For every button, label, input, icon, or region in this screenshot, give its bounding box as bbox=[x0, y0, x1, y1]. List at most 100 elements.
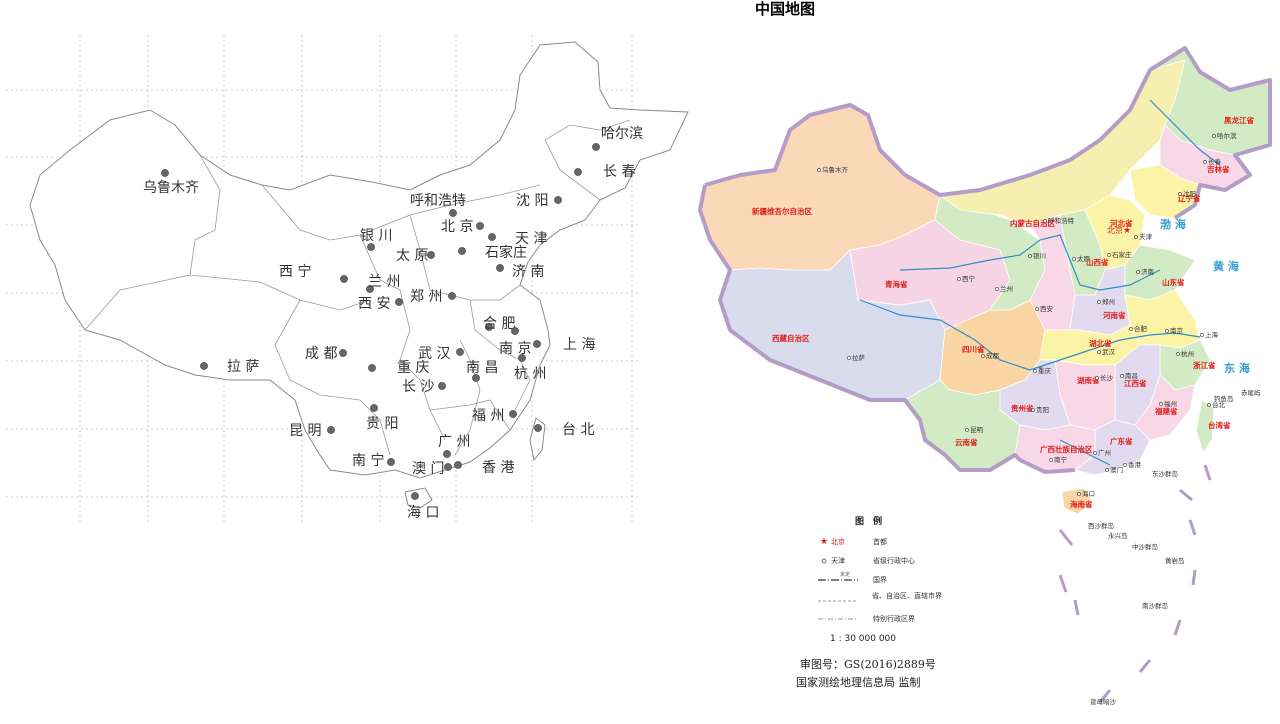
capital-label: 长沙 bbox=[1100, 373, 1114, 382]
city-dot bbox=[448, 292, 456, 300]
capital-marker: 昆明 bbox=[965, 426, 984, 434]
legend-label-capital: 首都 bbox=[873, 537, 887, 546]
city-dot bbox=[444, 463, 452, 471]
capital-marker: 乌鲁木齐 bbox=[817, 165, 849, 174]
legend-sample-undetermined: 未定 bbox=[840, 571, 850, 578]
capital-label: 海口 bbox=[1082, 489, 1095, 498]
city-label: 杭 州 bbox=[514, 366, 546, 382]
capital-marker: 南宁 bbox=[1049, 455, 1068, 464]
city-dot bbox=[511, 327, 519, 335]
city-label: 济 南 bbox=[512, 264, 544, 280]
admin-map: 中国地图 bbox=[680, 0, 1280, 720]
province-label: 河南省 bbox=[1103, 310, 1126, 320]
national-border bbox=[704, 46, 1272, 220]
city-label: 南 京 bbox=[499, 341, 531, 357]
city-label: 呼和浩特 bbox=[410, 193, 466, 209]
province-label: 广西壮族自治区 bbox=[1040, 444, 1093, 454]
city-dot bbox=[387, 458, 395, 466]
circle-icon bbox=[981, 354, 985, 358]
city-dot bbox=[366, 285, 374, 293]
city-label: 郑 州 bbox=[410, 289, 442, 305]
circle-icon bbox=[1031, 408, 1035, 412]
capital-label: 拉萨 bbox=[852, 353, 866, 362]
city-marker: 台 北 bbox=[534, 422, 594, 438]
city-label: 贵 阳 bbox=[366, 416, 398, 432]
province-label: 西藏自治区 bbox=[772, 333, 810, 343]
city-label: 合 肥 bbox=[483, 316, 515, 332]
city-marker: 郑 州 bbox=[410, 289, 456, 305]
city-label: 太 原 bbox=[396, 248, 428, 264]
city-dot bbox=[456, 348, 464, 356]
province-label: 福建省 bbox=[1154, 406, 1178, 416]
city-dot bbox=[476, 222, 484, 230]
capital-label: 太原 bbox=[1077, 254, 1091, 263]
capital-label: 呼和浩特 bbox=[1048, 216, 1075, 225]
capital-label: 香港 bbox=[1128, 460, 1142, 469]
legend-item-provincial-center: 天津 省级行政中心 bbox=[821, 556, 915, 565]
capital-marker: 石家庄 bbox=[1107, 250, 1132, 259]
city-marker: 哈尔滨 bbox=[592, 126, 643, 151]
city-label: 沈 阳 bbox=[516, 193, 548, 209]
province-label: 新疆维吾尔自治区 bbox=[752, 206, 812, 216]
city-dot bbox=[496, 264, 504, 272]
legend-item-national-border: 未定 国界 bbox=[818, 571, 887, 584]
capital-marker: 杭州 bbox=[1176, 349, 1194, 358]
city-dot bbox=[161, 169, 169, 177]
capital-marker: 香港 bbox=[1123, 460, 1142, 469]
province-label: 青海省 bbox=[885, 279, 908, 289]
province-label: 江西省 bbox=[1124, 378, 1147, 388]
circle-icon bbox=[1097, 350, 1101, 354]
capital-label: 合肥 bbox=[1134, 324, 1148, 333]
capital-marker: 成都 bbox=[981, 351, 1000, 360]
circle-icon bbox=[1176, 352, 1180, 356]
province-label: 吉林省 bbox=[1207, 164, 1230, 174]
city-label: 西 宁 bbox=[279, 263, 311, 280]
city-marker: 长 沙 bbox=[402, 379, 446, 395]
island-label: 南沙群岛 bbox=[1142, 601, 1168, 610]
city-marker: 南 京 bbox=[499, 327, 531, 357]
province-label: 湖南省 bbox=[1077, 375, 1100, 385]
circle-icon bbox=[1207, 403, 1211, 407]
capital-label: 西安 bbox=[1040, 304, 1054, 313]
capital-label: 杭州 bbox=[1181, 349, 1194, 358]
city-dot bbox=[458, 247, 466, 255]
circle-icon bbox=[821, 558, 827, 564]
city-marker: 银 川 bbox=[360, 228, 392, 251]
capital-label: 武汉 bbox=[1102, 347, 1116, 356]
city-dot bbox=[200, 362, 208, 370]
star-icon: ★ bbox=[1123, 226, 1131, 236]
province-label: 浙江省 bbox=[1193, 360, 1216, 370]
city-dot bbox=[554, 196, 562, 204]
national-border-south bbox=[698, 184, 1076, 474]
city-dot bbox=[488, 233, 496, 241]
circle-icon bbox=[1095, 376, 1099, 380]
capital-label: 重庆 bbox=[1038, 366, 1052, 375]
circle-icon bbox=[1134, 235, 1138, 239]
capital-label: 南京 bbox=[1170, 326, 1184, 335]
capital-label: 西宁 bbox=[962, 274, 976, 283]
circle-icon bbox=[1129, 327, 1133, 331]
region-shandong bbox=[1124, 244, 1196, 301]
city-marker: 天 津 bbox=[488, 231, 547, 247]
province-label: 贵州省 bbox=[1011, 403, 1034, 413]
city-label: 南 昌 bbox=[466, 360, 498, 376]
city-dot bbox=[454, 461, 462, 469]
city-label: 拉 萨 bbox=[227, 359, 259, 375]
capital-label: 长春 bbox=[1208, 157, 1222, 166]
legend-label-provincial: 省级行政中心 bbox=[873, 556, 915, 565]
map-scale: 1 : 30 000 000 bbox=[830, 634, 896, 644]
city-marker: 北 京 bbox=[441, 219, 484, 235]
capital-marker: 郑州 bbox=[1097, 298, 1115, 306]
capital-marker: 海口 bbox=[1077, 489, 1095, 498]
capital-label: 兰州 bbox=[1000, 284, 1013, 293]
capital-label: 南宁 bbox=[1054, 455, 1068, 464]
admin-map-svg: 中国地图 bbox=[698, 0, 1272, 706]
province-label: 山西省 bbox=[1086, 257, 1109, 267]
city-dot bbox=[574, 168, 582, 176]
capital-marker: 南京 bbox=[1165, 326, 1184, 335]
capital-marker: 合肥 bbox=[1129, 324, 1148, 333]
province-label: 云南省 bbox=[955, 437, 978, 447]
city-dot bbox=[443, 450, 451, 458]
city-label: 银 川 bbox=[360, 228, 392, 244]
